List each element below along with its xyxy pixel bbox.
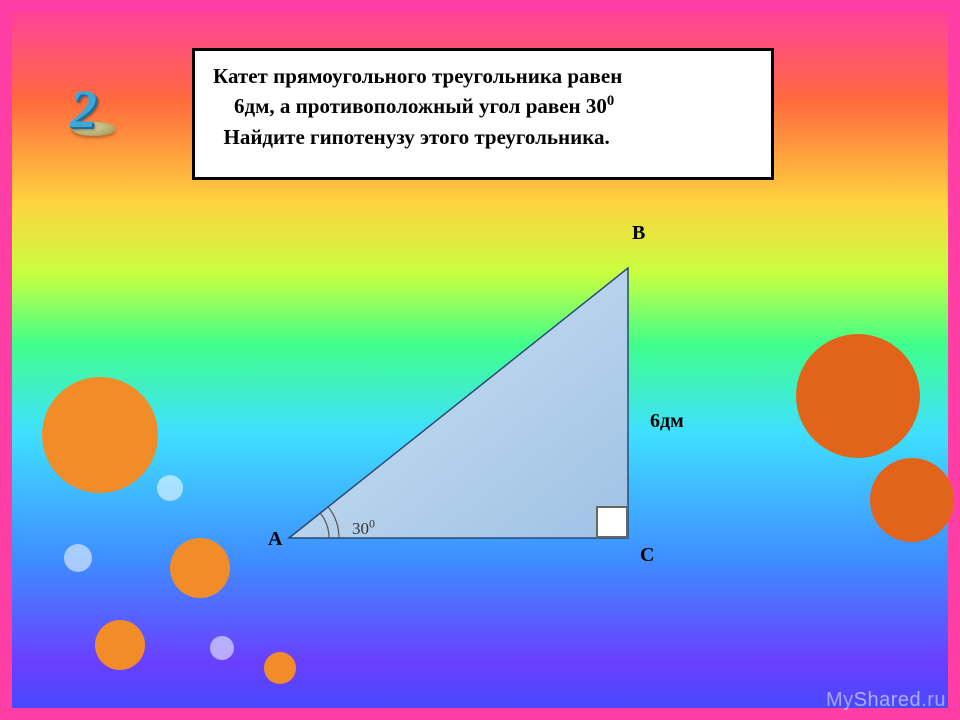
angle-30-formula: 300 bbox=[586, 94, 614, 118]
watermark-suffix: .ru bbox=[921, 689, 946, 711]
watermark: MyShared.ru bbox=[826, 689, 946, 712]
right-angle-marker bbox=[596, 506, 628, 538]
decor-circle bbox=[796, 334, 920, 458]
decor-circle bbox=[42, 377, 158, 493]
decor-circle bbox=[870, 458, 954, 542]
decor-circle bbox=[157, 475, 183, 501]
vertex-c-label: С bbox=[640, 544, 654, 567]
problem-line-2-prefix: 6дм, а противоположный угол равен bbox=[234, 94, 586, 118]
problem-number-badge: 2 bbox=[62, 84, 126, 148]
problem-line-3: Найдите гипотенузу этого треугольника. bbox=[224, 125, 610, 149]
slide: 2 Катет прямоугольного треугольника раве… bbox=[0, 0, 960, 720]
vertex-b-label: В bbox=[632, 222, 645, 245]
problem-line-1: Катет прямоугольного треугольника равен bbox=[213, 64, 622, 88]
problem-text: Катет прямоугольного треугольника равен … bbox=[213, 61, 753, 152]
decor-circle bbox=[210, 636, 234, 660]
badge-number: 2 bbox=[70, 78, 97, 140]
decor-circle bbox=[264, 652, 296, 684]
decor-circle bbox=[64, 544, 92, 572]
watermark-bold: Shared bbox=[854, 689, 922, 711]
problem-statement-box: Катет прямоугольного треугольника равен … bbox=[192, 48, 774, 180]
angle-a-label: 300 bbox=[352, 516, 375, 539]
decor-circle bbox=[170, 538, 230, 598]
vertex-a-label: А bbox=[268, 528, 282, 551]
decor-circle bbox=[95, 620, 145, 670]
watermark-prefix: My bbox=[826, 689, 854, 711]
side-bc-label: 6дм bbox=[650, 410, 684, 433]
